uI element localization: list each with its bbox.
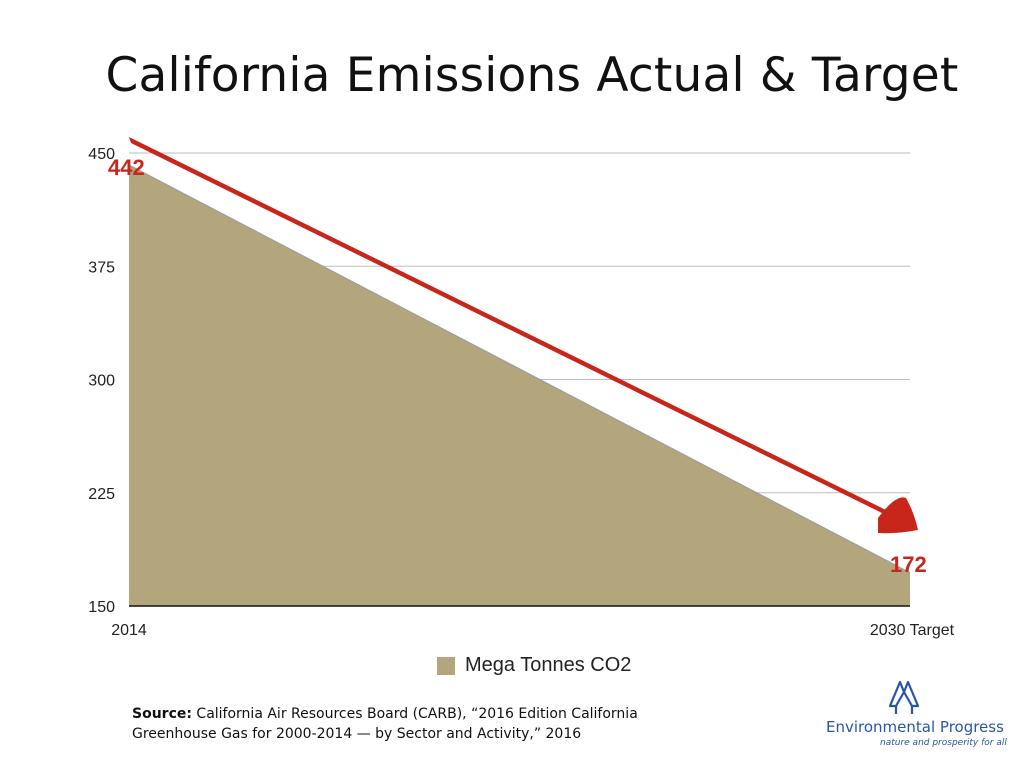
- legend: Mega Tonnes CO2: [437, 654, 631, 677]
- y-tick-label: 375: [88, 259, 115, 276]
- x-tick-label: 2014: [111, 622, 147, 639]
- source-note: Source: California Air Resources Board (…: [132, 704, 692, 744]
- data-label-end: 172: [890, 552, 927, 577]
- y-tick-label: 150: [88, 599, 115, 616]
- trees-icon: [888, 680, 920, 714]
- labels: 450 375 300 225 150 2014 2030 Target 442 172: [88, 146, 954, 639]
- environmental-progress-logo: Environmental Progress nature and prospe…: [820, 676, 1010, 756]
- y-tick-label: 225: [88, 486, 115, 503]
- area-top-line: [128, 164, 911, 574]
- source-label: Source:: [132, 706, 192, 722]
- x-tick-label: 2030 Target: [870, 622, 955, 639]
- source-text: California Air Resources Board (CARB), “…: [132, 706, 638, 742]
- legend-swatch: [437, 656, 455, 675]
- arrow-head: [878, 497, 918, 534]
- logo-tagline: nature and prosperity for all: [880, 738, 1007, 748]
- legend-label: Mega Tonnes CO2: [465, 654, 632, 676]
- slide-title: California Emissions Actual & Target: [105, 48, 959, 103]
- area-series: [128, 164, 911, 606]
- area-fill: [129, 165, 910, 606]
- arrow-shaft: [129, 137, 886, 514]
- logo-name: Environmental Progress: [826, 718, 1004, 736]
- y-tick-label: 300: [88, 373, 115, 390]
- data-label-start: 442: [108, 155, 145, 180]
- y-tick-label: 450: [88, 146, 115, 163]
- trend-arrow: [129, 137, 918, 534]
